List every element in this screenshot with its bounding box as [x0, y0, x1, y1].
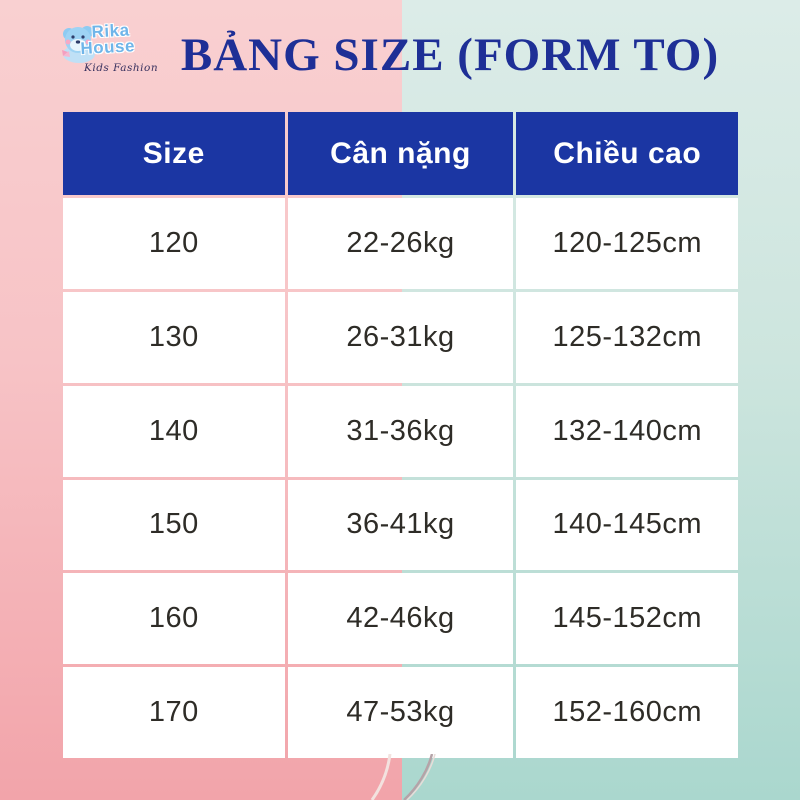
brand-tagline: Kids Fashion — [84, 62, 159, 74]
header-cell-size: Size — [63, 112, 285, 195]
cell-size-row0: 120 — [63, 198, 285, 289]
bear-mascot-icon — [62, 26, 95, 63]
cell-weight-row2: 31-36kg — [287, 385, 514, 477]
cell-size-row3: 150 — [63, 479, 285, 571]
size-table: Size Cân nặng Chiều cao 120 22-26kg 120-… — [63, 112, 738, 758]
cell-height-row2: 132-140cm — [516, 385, 738, 477]
cell-size-row1: 130 — [63, 291, 285, 383]
cell-height-row4: 145-152cm — [516, 573, 738, 665]
page-title: BẢNG SIZE (FORM TO) — [180, 29, 720, 81]
cell-height-row3: 140-145cm — [516, 479, 738, 571]
balloon-string-icon — [370, 754, 436, 800]
cell-height-row0: 120-125cm — [516, 198, 738, 289]
cell-weight-row5: 47-53kg — [287, 667, 514, 758]
cell-weight-row0: 22-26kg — [287, 198, 514, 289]
cell-height-row1: 125-132cm — [516, 291, 738, 383]
cell-weight-row1: 26-31kg — [287, 291, 514, 383]
cell-size-row4: 160 — [63, 573, 285, 665]
brand-logo: Rika House Kids Fashion — [56, 18, 186, 96]
cell-size-row5: 170 — [63, 667, 285, 758]
cell-size-row2: 140 — [63, 385, 285, 477]
header-cell-weight: Cân nặng — [287, 112, 514, 195]
header-cell-height: Chiều cao — [516, 112, 738, 195]
cell-weight-row3: 36-41kg — [287, 479, 514, 571]
cell-height-row5: 152-160cm — [516, 667, 738, 758]
cell-weight-row4: 42-46kg — [287, 573, 514, 665]
